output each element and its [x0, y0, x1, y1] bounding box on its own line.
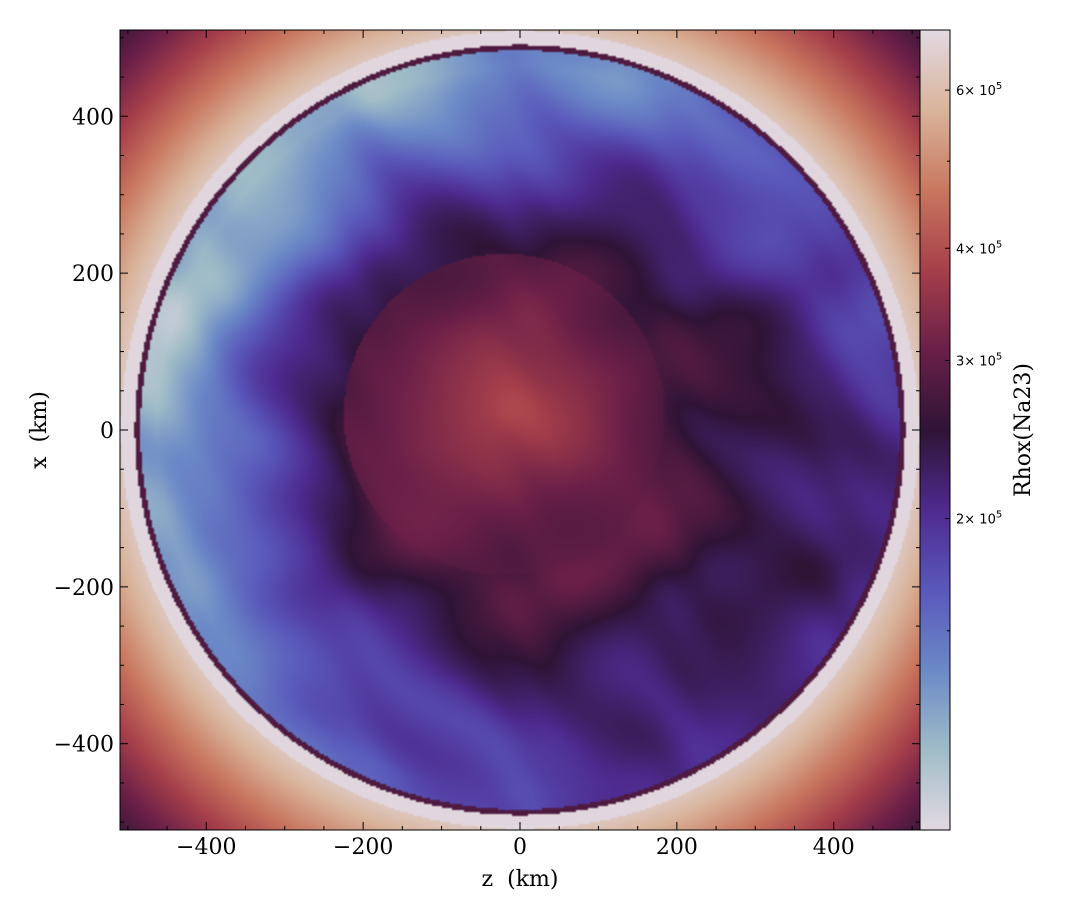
- colorbar-tick-label: 6× 105: [956, 81, 1002, 99]
- colorbar-ticks: 2× 105 3× 105 4× 105 6× 105: [945, 81, 1002, 632]
- x-axis-ticks: −400 −200 0 200 400: [127, 30, 913, 860]
- x-tick-label: 400: [813, 835, 855, 860]
- y-tick-label: 400: [72, 105, 114, 130]
- colorbar-tick-label: 2× 105: [956, 510, 1002, 528]
- colorbar-tick-label: 4× 105: [956, 239, 1002, 257]
- y-axis-label: x (km): [27, 391, 52, 469]
- y-tick-label: 200: [72, 262, 114, 287]
- x-tick-label: −200: [333, 835, 393, 860]
- heatmap-area: [120, 30, 920, 830]
- colorbar: [919, 29, 951, 831]
- colorbar-label: Rhox(Na23): [1011, 363, 1036, 497]
- y-tick-label: −200: [54, 576, 114, 601]
- x-axis-label: z (km): [482, 867, 559, 892]
- y-tick-label: 0: [100, 419, 114, 444]
- x-tick-label: −400: [176, 835, 236, 860]
- y-axis-ticks: −400 −200 0 200 400: [54, 37, 920, 823]
- x-tick-label: 0: [513, 835, 527, 860]
- colorbar-tick-label: 3× 105: [956, 351, 1002, 369]
- x-tick-label: 200: [656, 835, 698, 860]
- y-tick-label: −400: [54, 733, 114, 758]
